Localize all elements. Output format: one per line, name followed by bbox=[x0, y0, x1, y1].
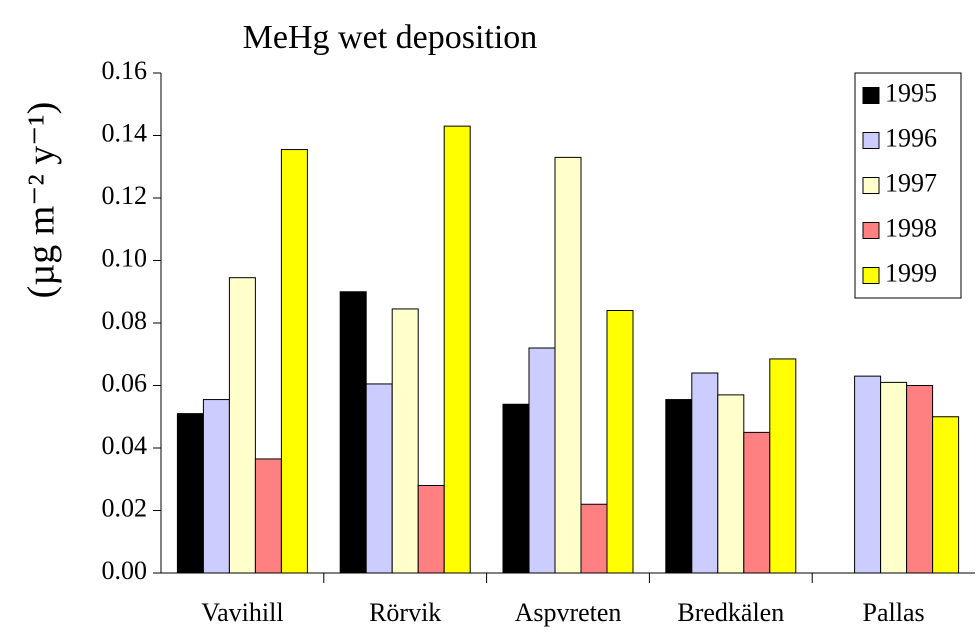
legend-label: 1995 bbox=[885, 78, 937, 107]
bar bbox=[502, 403, 530, 574]
x-tick-label: Aspvreten bbox=[515, 598, 622, 627]
bar bbox=[528, 347, 556, 574]
bar bbox=[691, 372, 719, 574]
bar bbox=[665, 399, 693, 574]
y-tick-label: 0.14 bbox=[102, 118, 148, 147]
y-tick-label: 0.10 bbox=[102, 243, 148, 272]
bar bbox=[417, 485, 445, 574]
bar bbox=[365, 383, 393, 574]
x-tick-label: Rörvik bbox=[369, 598, 441, 627]
y-tick-label: 0.04 bbox=[102, 431, 148, 460]
y-tick-label: 0.08 bbox=[102, 306, 148, 335]
legend-swatch bbox=[862, 222, 880, 239]
bar bbox=[202, 399, 230, 574]
bar bbox=[854, 375, 882, 574]
bar bbox=[176, 413, 204, 574]
y-tick-label: 0.00 bbox=[102, 556, 148, 585]
y-tick-label: 0.16 bbox=[102, 56, 148, 85]
bar bbox=[443, 125, 471, 574]
bar bbox=[906, 385, 934, 574]
legend-label: 1996 bbox=[885, 123, 937, 152]
bar bbox=[743, 431, 771, 574]
legend-label: 1999 bbox=[885, 258, 937, 287]
x-tick-label: Bredkälen bbox=[677, 598, 784, 627]
bar bbox=[280, 149, 308, 574]
bar bbox=[228, 277, 256, 574]
y-tick-label: 0.12 bbox=[102, 181, 148, 210]
legend-label: 1997 bbox=[885, 168, 937, 197]
bar bbox=[391, 308, 419, 574]
bar bbox=[932, 416, 960, 574]
y-axis-label: (µg m⁻² y⁻¹) bbox=[21, 102, 63, 299]
bar bbox=[254, 458, 282, 574]
legend-swatch bbox=[862, 87, 880, 104]
legend-swatch bbox=[862, 177, 880, 194]
bar bbox=[880, 381, 908, 574]
x-tick-label: Vavihill bbox=[201, 598, 283, 627]
chart-title: MeHg wet deposition bbox=[243, 19, 538, 56]
y-tick-label: 0.06 bbox=[102, 368, 148, 397]
y-tick-label: 0.02 bbox=[102, 493, 148, 522]
bar bbox=[339, 291, 367, 574]
legend-swatch bbox=[862, 132, 880, 149]
bar bbox=[606, 310, 634, 574]
bar bbox=[580, 503, 608, 574]
bar bbox=[554, 156, 582, 574]
legend-swatch bbox=[862, 267, 880, 284]
bar bbox=[769, 358, 797, 574]
bar bbox=[717, 394, 745, 574]
legend-label: 1998 bbox=[885, 213, 937, 242]
x-tick-label: Pallas bbox=[863, 598, 925, 627]
